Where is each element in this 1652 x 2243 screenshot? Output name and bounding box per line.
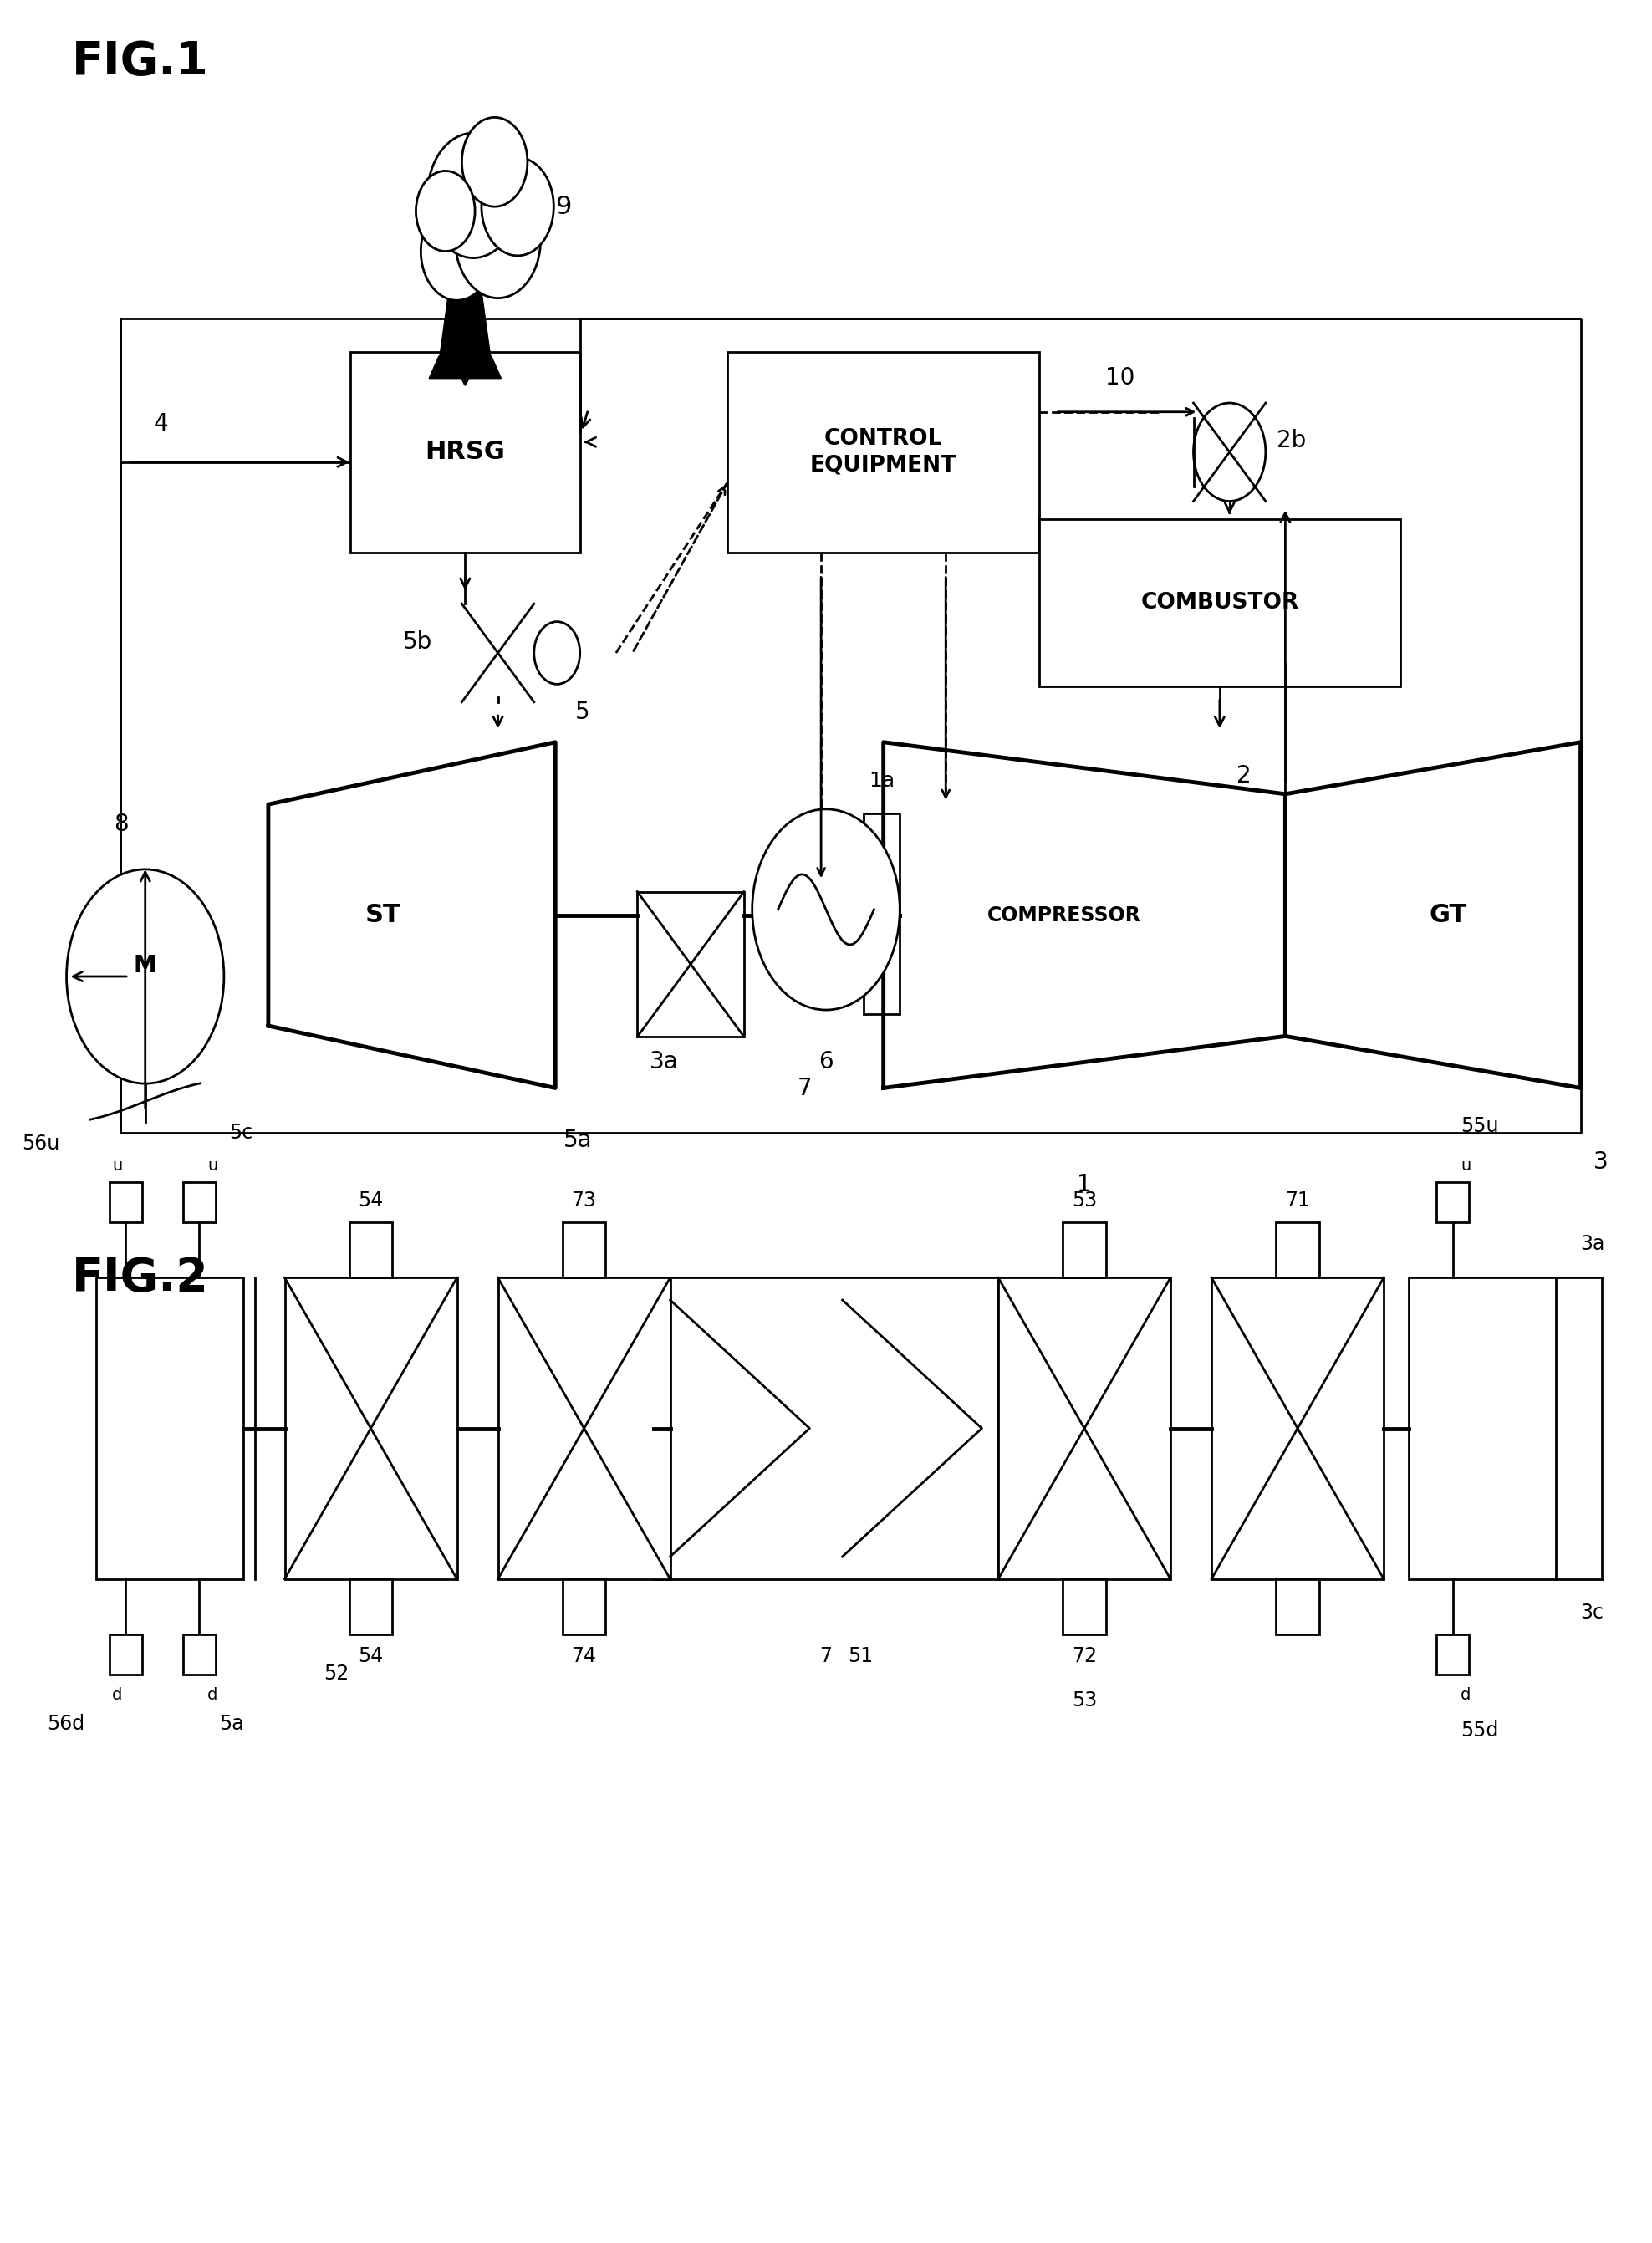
Text: 1a: 1a [869, 772, 895, 792]
Circle shape [534, 621, 580, 684]
Circle shape [752, 810, 900, 1009]
Text: 8: 8 [114, 812, 129, 837]
Text: HRSG: HRSG [425, 440, 506, 464]
Text: d: d [208, 1687, 218, 1702]
Text: 74: 74 [572, 1646, 596, 1667]
Bar [998, 1279, 1171, 1579]
Polygon shape [430, 357, 501, 379]
Text: 1: 1 [1077, 1173, 1092, 1196]
Text: 6: 6 [819, 1050, 833, 1074]
Bar [563, 1579, 606, 1635]
Bar [1039, 518, 1401, 686]
Text: 4: 4 [154, 413, 169, 435]
Circle shape [428, 132, 519, 258]
Bar [727, 352, 1039, 552]
Text: COMBUSTOR: COMBUSTOR [1140, 592, 1298, 615]
Bar [183, 1182, 216, 1222]
Bar [350, 352, 580, 552]
Bar [1275, 1222, 1320, 1279]
Text: 73: 73 [572, 1191, 596, 1211]
Text: 3: 3 [1594, 1151, 1609, 1173]
Bar [183, 1635, 216, 1676]
Text: 5a: 5a [220, 1714, 244, 1734]
Text: 54: 54 [358, 1646, 383, 1667]
Circle shape [456, 182, 540, 298]
Bar [1436, 1182, 1469, 1222]
Text: 54: 54 [358, 1191, 383, 1211]
Text: 2: 2 [1236, 765, 1251, 787]
Text: 7: 7 [798, 1077, 813, 1101]
Text: d: d [1460, 1687, 1472, 1702]
Text: 9: 9 [555, 195, 572, 220]
Bar [1275, 1579, 1320, 1635]
Text: 53: 53 [1072, 1691, 1097, 1711]
Text: 3a: 3a [649, 1050, 677, 1074]
Text: 56u: 56u [21, 1133, 59, 1153]
Circle shape [416, 170, 476, 251]
Bar [109, 1182, 142, 1222]
Text: 3a: 3a [1581, 1234, 1606, 1254]
Text: 5b: 5b [403, 630, 433, 653]
Text: 5: 5 [575, 700, 590, 724]
Text: 53: 53 [1072, 1191, 1097, 1211]
Text: M: M [134, 953, 157, 978]
Text: COMPRESSOR: COMPRESSOR [988, 906, 1142, 924]
Bar [96, 1279, 243, 1579]
Bar [109, 1635, 142, 1676]
Text: 71: 71 [1285, 1191, 1310, 1211]
Circle shape [421, 202, 492, 301]
Bar [563, 1222, 606, 1279]
Bar [1436, 1635, 1469, 1676]
Text: CONTROL
EQUIPMENT: CONTROL EQUIPMENT [809, 428, 957, 476]
Bar [284, 1279, 458, 1579]
Bar [1062, 1222, 1105, 1279]
Text: d: d [112, 1687, 122, 1702]
Text: 55u: 55u [1460, 1117, 1498, 1135]
Text: 51: 51 [847, 1646, 872, 1667]
Text: u: u [1460, 1157, 1470, 1173]
Text: 72: 72 [1072, 1646, 1097, 1667]
Bar [497, 1279, 671, 1579]
Circle shape [463, 117, 527, 206]
Bar [1409, 1279, 1556, 1579]
Circle shape [1193, 404, 1265, 500]
Bar [1211, 1279, 1384, 1579]
Bar [638, 893, 743, 1036]
Text: 3c: 3c [1581, 1602, 1604, 1622]
Circle shape [66, 870, 225, 1083]
Text: u: u [112, 1157, 122, 1173]
Circle shape [481, 157, 553, 256]
Bar [654, 1279, 998, 1579]
Text: 10: 10 [1105, 366, 1135, 390]
Text: 52: 52 [324, 1664, 349, 1684]
Text: 56d: 56d [46, 1714, 84, 1734]
Text: 5c: 5c [230, 1124, 253, 1142]
Text: ST: ST [365, 904, 401, 926]
Text: FIG.2: FIG.2 [71, 1256, 208, 1301]
Bar [1062, 1579, 1105, 1635]
Text: 5a: 5a [563, 1128, 593, 1151]
Text: u: u [208, 1157, 218, 1173]
Bar [349, 1222, 392, 1279]
Text: 55d: 55d [1460, 1720, 1498, 1741]
Text: FIG.1: FIG.1 [71, 40, 208, 85]
Text: 2b: 2b [1277, 428, 1307, 453]
Polygon shape [439, 292, 491, 363]
Bar [864, 814, 900, 1014]
Text: GT: GT [1429, 904, 1467, 926]
Text: 7: 7 [819, 1646, 833, 1667]
Bar [349, 1579, 392, 1635]
